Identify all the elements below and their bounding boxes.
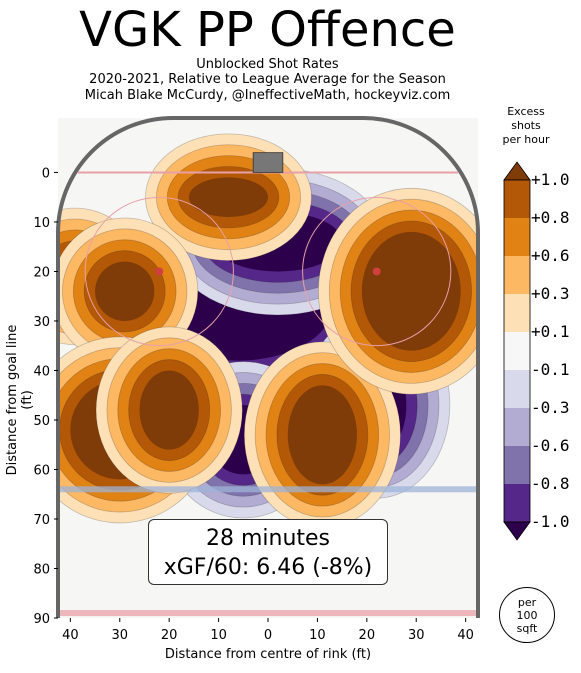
y-tick-label: 90: [33, 612, 50, 627]
colorbar-min-cap: [503, 521, 531, 541]
faceoff-circle: [84, 196, 234, 347]
y-tick-label: 70: [33, 513, 50, 528]
y-tick-label: 30: [33, 315, 50, 330]
centre-line: [58, 610, 478, 617]
colorbar-band: [504, 256, 530, 295]
y-axis-label: Distance from goal line (ft): [5, 324, 35, 476]
x-tick-label: 30: [408, 628, 425, 643]
colorbar-band: [504, 370, 530, 409]
colorbar-tick-label: -0.8: [531, 474, 570, 493]
colorbar-band: [504, 484, 530, 523]
colorbar-tick-label: -0.3: [531, 398, 570, 417]
per-area-line-3: sqft: [516, 621, 538, 635]
per-area-line-1: per: [517, 595, 537, 609]
x-tick-label: 20: [359, 628, 376, 643]
colorbar-tick-label: -0.1: [531, 360, 570, 379]
goal-net: [252, 152, 284, 173]
heat-region-positive: [243, 341, 401, 529]
colorbar-title-line-1: Excess: [507, 105, 545, 118]
subtitle-line-2: 2020-2021, Relative to League Average fo…: [89, 72, 446, 87]
x-axis-label: Distance from centre of rink (ft): [164, 647, 372, 662]
x-tick-label: 10: [210, 628, 227, 643]
colorbar-band: [504, 180, 530, 219]
colorbar-title-line-3: per hour: [502, 133, 550, 146]
y-tick-label: 10: [33, 216, 50, 231]
subtitle-line-3: Micah Blake McCurdy, @IneffectiveMath, h…: [84, 88, 451, 103]
x-tick-label: 20: [161, 628, 178, 643]
colorbar-max-cap: [503, 161, 531, 181]
heat-region-positive: [318, 187, 478, 395]
colorbar: [503, 161, 531, 541]
xgf-text: xGF/60: 6.46 (-8%): [163, 555, 373, 580]
summary-box: 28 minutes xGF/60: 6.46 (-8%): [148, 519, 388, 585]
x-tick-label: 10: [309, 628, 326, 643]
colorbar-tick-label: +0.6: [531, 246, 570, 265]
colorbar-band: [504, 408, 530, 447]
heat-region-positive: [145, 133, 312, 261]
blue-line: [58, 486, 478, 493]
colorbar-band: [504, 332, 530, 371]
y-tick-label: 0: [42, 166, 50, 181]
rink-boards: [56, 116, 480, 618]
faceoff-circle: [302, 196, 452, 347]
colorbar-tick-label: +1.0: [531, 170, 570, 189]
faceoff-dot: [155, 267, 164, 276]
colorbar-band: [504, 218, 530, 257]
heat-region-positive: [95, 326, 243, 494]
y-tick-label: 50: [33, 414, 50, 429]
minutes-text: 28 minutes: [205, 526, 331, 551]
x-tick-label: 30: [111, 628, 128, 643]
colorbar-tick-label: -1.0: [531, 512, 570, 531]
colorbar-tick-label: +0.8: [531, 208, 570, 227]
x-tick-label: 0: [264, 628, 272, 643]
colorbar-title-line-2: shots: [511, 119, 541, 132]
chart-title: VGK PP Offence: [79, 2, 456, 58]
y-tick-label: 40: [33, 364, 50, 379]
colorbar-tick-label: +0.3: [531, 284, 570, 303]
y-tick-label: 80: [33, 562, 50, 577]
per-area-badge: per 100 sqft: [499, 587, 555, 643]
colorbar-tick-label: +0.1: [531, 322, 570, 341]
y-tick-label: 20: [33, 265, 50, 280]
x-tick-label: 40: [457, 628, 474, 643]
colorbar-band: [504, 294, 530, 333]
x-tick-label: 40: [62, 628, 79, 643]
per-area-line-2: 100: [516, 608, 538, 622]
colorbar-title: Excess shots per hour: [494, 105, 558, 147]
faceoff-dot: [372, 267, 381, 276]
subtitle-line-1: Unblocked Shot Rates: [196, 57, 339, 72]
colorbar-band: [504, 446, 530, 485]
colorbar-tick-label: -0.6: [531, 436, 570, 455]
y-tick-label: 60: [33, 463, 50, 478]
